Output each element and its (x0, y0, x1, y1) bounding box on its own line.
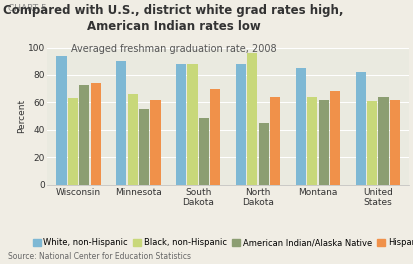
Bar (116, 61, 126, 185)
Bar (247, 53, 257, 185)
Text: Source: National Center for Education Statistics: Source: National Center for Education St… (8, 252, 191, 261)
Bar (259, 123, 269, 185)
Y-axis label: Percent: Percent (17, 99, 26, 133)
Text: Averaged freshman graduation rate, 2008: Averaged freshman graduation rate, 2008 (71, 44, 276, 54)
Bar (199, 117, 209, 185)
Bar (210, 89, 221, 185)
Bar (378, 97, 389, 185)
Bar (236, 64, 246, 185)
Text: CHART 5: CHART 5 (8, 4, 47, 13)
Bar (296, 68, 306, 185)
Bar (367, 101, 377, 185)
Bar (79, 84, 89, 185)
Bar (270, 97, 280, 185)
Legend: White, non-Hispanic, Black, non-Hispanic, American Indian/Alaska Native, Hispani: White, non-Hispanic, Black, non-Hispanic… (33, 238, 413, 247)
Bar (307, 97, 317, 185)
Bar (150, 100, 161, 185)
Bar (356, 72, 366, 185)
Text: Compared with U.S., district white grad rates high,
American Indian rates low: Compared with U.S., district white grad … (3, 4, 344, 33)
Bar (188, 64, 198, 185)
Bar (318, 100, 329, 185)
Bar (330, 91, 340, 185)
Bar (68, 98, 78, 185)
Bar (57, 56, 66, 185)
Bar (139, 109, 149, 185)
Bar (128, 94, 138, 185)
Bar (390, 100, 400, 185)
Bar (90, 83, 101, 185)
Bar (176, 64, 186, 185)
